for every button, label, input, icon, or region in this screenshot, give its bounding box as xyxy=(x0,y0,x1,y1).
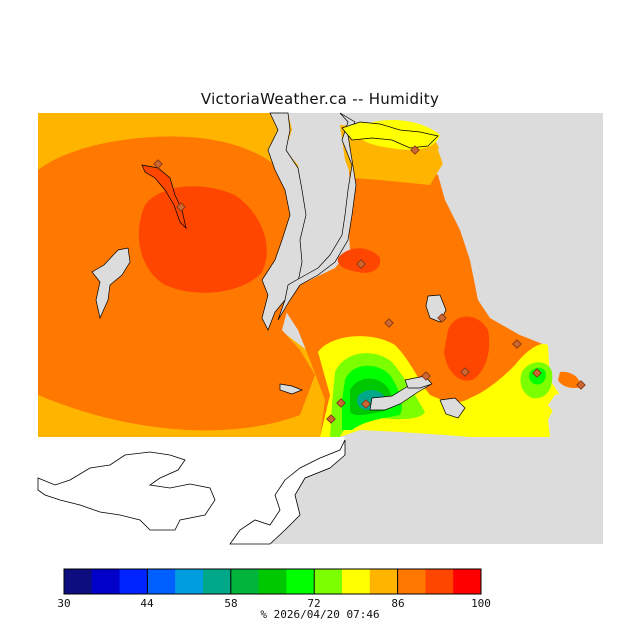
color-scale-swatch xyxy=(258,569,287,594)
station-marker[interactable] xyxy=(153,159,163,169)
scale-tick-label: 86 xyxy=(391,597,405,610)
map-title: VictoriaWeather.ca -- Humidity xyxy=(200,90,440,108)
color-scale-swatch xyxy=(397,569,426,594)
scale-tick-label: 58 xyxy=(224,597,238,610)
station-marker[interactable] xyxy=(176,202,186,212)
station-marker[interactable] xyxy=(326,414,336,424)
color-scale-swatch xyxy=(119,569,148,594)
map-caption: % 2026/04/20 07:46 xyxy=(0,608,640,621)
station-marker[interactable] xyxy=(356,259,366,269)
weather-stations xyxy=(153,145,586,424)
water-esquimalt xyxy=(439,397,466,419)
station-marker[interactable] xyxy=(460,367,470,377)
island-small-sw xyxy=(279,383,303,395)
color-scale-swatch xyxy=(286,569,315,594)
color-scale-swatch xyxy=(314,569,343,594)
station-marker[interactable] xyxy=(437,313,447,323)
scale-tick-label: 44 xyxy=(140,597,154,610)
color-scale-swatch xyxy=(203,569,232,594)
color-scale-swatch xyxy=(342,569,371,594)
color-scale-swatch xyxy=(425,569,454,594)
color-scale-border xyxy=(63,568,482,595)
humidity-zone-cordova-core xyxy=(444,316,490,381)
humidity-zone-core xyxy=(138,186,267,293)
land-outline-southeast xyxy=(229,439,346,545)
color-scale-swatch xyxy=(369,569,399,594)
land-outline-south xyxy=(37,451,216,531)
station-marker[interactable] xyxy=(421,371,431,381)
color-scale-swatch xyxy=(91,569,121,594)
color-scale-bar xyxy=(63,569,482,594)
station-marker[interactable] xyxy=(410,145,420,155)
color-scale-swatch xyxy=(147,569,176,594)
station-marker[interactable] xyxy=(512,339,522,349)
scale-tick-label: 30 xyxy=(57,597,71,610)
station-marker[interactable] xyxy=(336,398,346,408)
caption-unit: % xyxy=(260,608,268,621)
station-marker[interactable] xyxy=(532,368,542,378)
caption-timestamp: 2026/04/20 07:46 xyxy=(273,608,380,621)
water-east-coast xyxy=(438,113,603,544)
island-north xyxy=(341,121,439,149)
color-scale-swatch xyxy=(453,569,482,594)
island-west xyxy=(91,247,131,320)
color-scale-swatch xyxy=(230,569,260,594)
water-saanich-inlet xyxy=(261,112,307,331)
scale-tick-label: 100 xyxy=(471,597,491,610)
station-marker[interactable] xyxy=(384,318,394,328)
station-marker[interactable] xyxy=(361,399,371,409)
color-scale-swatch xyxy=(64,569,93,594)
station-marker[interactable] xyxy=(576,380,586,390)
island-central xyxy=(141,164,187,230)
humidity-zone-brentwood-core xyxy=(337,248,381,273)
scale-tick-label: 72 xyxy=(307,597,321,610)
color-scale-swatch xyxy=(175,569,204,594)
